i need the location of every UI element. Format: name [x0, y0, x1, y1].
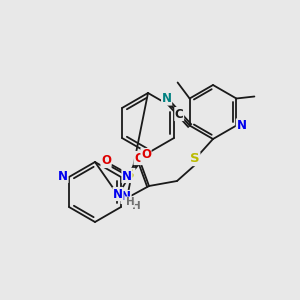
Text: O: O	[134, 152, 144, 164]
Text: C: C	[175, 108, 184, 121]
Text: S: S	[125, 169, 135, 182]
Text: N: N	[162, 92, 172, 105]
Text: N: N	[121, 190, 131, 203]
Text: N: N	[58, 169, 68, 182]
Text: H: H	[132, 201, 140, 211]
Text: H: H	[126, 197, 134, 207]
Text: S: S	[190, 152, 200, 166]
Text: N: N	[236, 119, 246, 132]
Text: N: N	[122, 169, 132, 182]
Text: N: N	[113, 188, 123, 200]
Text: O: O	[101, 154, 111, 167]
Text: O: O	[141, 148, 151, 161]
